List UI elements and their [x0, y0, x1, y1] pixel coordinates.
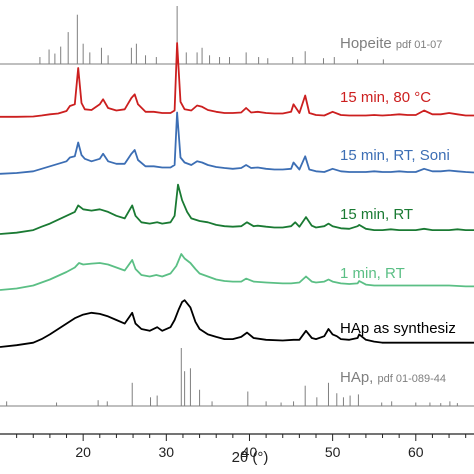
- reference-hopeite-label: Hopeite pdf 01-07: [340, 35, 442, 52]
- series-label-4: 1 min, RT: [340, 265, 405, 282]
- series-label-2: 15 min, RT, Soni: [340, 147, 450, 164]
- series-label-1: 15 min, 80 °C: [340, 89, 431, 106]
- x-tick-label-30: 30: [159, 444, 175, 460]
- axes: 20 30 40 50 60: [0, 433, 474, 460]
- x-tick-label-50: 50: [325, 444, 341, 460]
- series-line-5: [0, 299, 474, 348]
- pattern-labels: Hopeite pdf 01-07 HAp, pdf 01-089-44 15 mi…: [340, 35, 456, 386]
- x-tick-label-40: 40: [242, 444, 258, 460]
- series-line-3: [0, 183, 474, 235]
- reference-hap-label: HAp, pdf 01-089-44: [340, 369, 446, 386]
- series-line-1: [0, 42, 474, 118]
- series-line-4: [0, 253, 474, 291]
- x-tick-label-20: 20: [75, 444, 91, 460]
- series-label-5: HAp as synthesiz: [340, 320, 456, 337]
- series-label-3: 15 min, RT: [340, 206, 413, 223]
- x-tick-label-60: 60: [408, 444, 424, 460]
- x-axis-label: 2θ (°): [232, 449, 269, 466]
- plot-area: [0, 6, 474, 407]
- series-line-2: [0, 111, 474, 175]
